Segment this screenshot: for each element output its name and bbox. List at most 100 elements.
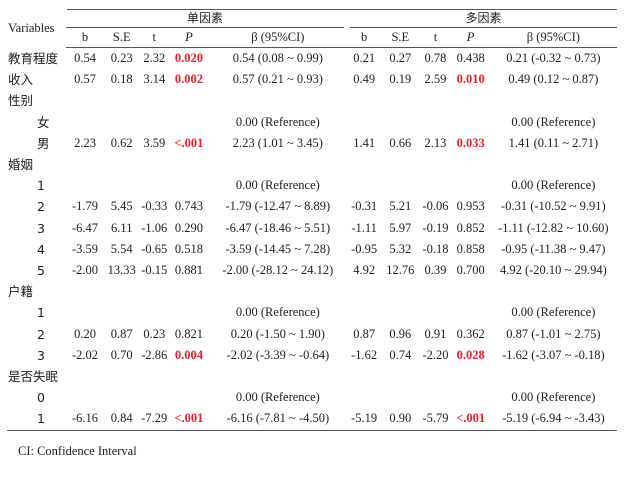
p-value: 0.700	[456, 263, 485, 278]
se-value: 0.96	[389, 326, 412, 341]
se-value: 6.11	[111, 220, 133, 235]
t-value: 2.13	[424, 135, 447, 150]
beta-ci-value: -0.95 (-11.38 ~ 9.47)	[501, 241, 606, 256]
t-value: -1.06	[141, 220, 168, 235]
se-value: 0.87	[110, 326, 133, 341]
col-header-multi-b: b	[347, 27, 382, 48]
table-row: 女 0.00 (Reference) 0.00 (Reference)	[7, 112, 617, 133]
group-row: 婚姻	[7, 154, 617, 175]
t-value: -0.06	[422, 199, 449, 214]
multivariate-group-header: 多因素	[344, 10, 617, 28]
row-label: 3	[37, 347, 45, 363]
se-value: 0.66	[389, 135, 412, 150]
table-row: 男 2.23 0.62 3.59 <.001 2.23 (1.01 ~ 3.45) 1.41…	[7, 133, 617, 154]
b-value: -2.02	[72, 347, 99, 362]
col-header-uni-p: P	[169, 27, 209, 48]
beta-ci-value: -6.16 (-7.81 ~ -4.50)	[208, 408, 348, 431]
se-value: 13.33	[107, 263, 136, 278]
se-value: 5.32	[389, 241, 412, 256]
row-label: 5	[37, 263, 45, 279]
table-row: 3 -6.47 6.11 -1.06 0.290 -6.47 (-18.46 ~ 5.51…	[7, 218, 617, 239]
b-value: 0.54	[74, 51, 96, 65]
b-value: -1.62	[351, 347, 378, 362]
se-value: 0.70	[110, 347, 133, 362]
table-row: 教育程度 0.54 0.23 2.32 0.020 0.54 (0.08 ~ 0.99) 0…	[7, 48, 617, 70]
se-value: 0.27	[389, 51, 412, 65]
beta-ci-value: -2.02 (-3.39 ~ -0.64)	[226, 347, 330, 362]
b-value: -1.11	[351, 220, 377, 235]
col-header-uni-beta-ci: β (95%CI)	[208, 27, 348, 48]
beta-ci-value: 1.41 (0.11 ~ 2.71)	[508, 135, 599, 150]
variables-header: Variables	[8, 21, 55, 36]
beta-ci-value: -2.00 (-28.12 ~ 24.12)	[222, 263, 334, 278]
beta-ci-value: 0.87 (-1.01 ~ 2.75)	[506, 326, 601, 341]
reference-cell: 0.00 (Reference)	[511, 114, 596, 129]
top-rule	[67, 9, 617, 10]
se-value: 0.19	[389, 72, 412, 87]
reference-cell: 0.00 (Reference)	[235, 178, 320, 193]
se-value: 5.45	[110, 199, 133, 214]
p-value: 0.033	[456, 135, 485, 150]
beta-ci-value: 0.57 (0.21 ~ 0.93)	[232, 72, 323, 87]
table-row: 5 -2.00 13.33 -0.15 0.881 -2.00 (-28.12 ~ 24.…	[7, 260, 617, 281]
beta-ci-value: 0.20 (-1.50 ~ 1.90)	[230, 326, 325, 341]
se-value: 5.21	[389, 199, 412, 214]
b-value: 1.41	[353, 135, 376, 150]
b-value: 0.20	[74, 326, 96, 341]
t-value: -2.20	[422, 347, 449, 362]
b-value: -5.19	[347, 408, 382, 431]
reference-cell: 0.00 (Reference)	[511, 305, 596, 320]
beta-ci-value: 0.54 (0.08 ~ 0.99)	[232, 51, 323, 65]
t-value: -0.19	[422, 220, 449, 235]
t-value: 0.39	[424, 263, 447, 278]
row-label: 3	[37, 220, 45, 236]
se-value: 0.74	[389, 347, 412, 362]
beta-ci-value: 0.49 (0.12 ~ 0.87)	[508, 72, 599, 87]
se-value: 12.76	[386, 263, 415, 278]
group-label: 户籍	[8, 284, 34, 300]
col-header-uni-b: b	[65, 27, 105, 48]
reference-cell: 0.00 (Reference)	[235, 305, 320, 320]
col-header-multi-se: S.E	[381, 27, 420, 48]
p-value: 0.953	[456, 199, 485, 214]
b-value: -6.16	[65, 408, 105, 431]
beta-ci-value: -0.31 (-10.52 ~ 9.91)	[501, 199, 606, 214]
t-value: 2.32	[143, 51, 166, 65]
se-value: 0.23	[110, 51, 133, 65]
col-header-uni-t: t	[139, 27, 170, 48]
group-label: 性别	[8, 93, 34, 109]
p-value: 0.438	[456, 51, 485, 65]
beta-ci-value: -3.59 (-14.45 ~ 7.28)	[225, 241, 331, 256]
se-value: 5.54	[110, 241, 133, 256]
p-value: 0.821	[174, 326, 203, 341]
footnote: CI: Confidence Interval	[18, 444, 137, 458]
p-value: 0.881	[174, 263, 203, 278]
p-value: <.001	[451, 408, 490, 431]
row-label: 2	[37, 326, 45, 342]
b-value: 0.87	[353, 326, 376, 341]
table-row: 4 -3.59 5.54 -0.65 0.518 -3.59 (-14.45 ~ 7.28…	[7, 239, 617, 260]
p-value: 0.518	[174, 241, 203, 256]
t-value: -0.33	[141, 199, 168, 214]
row-label: 1	[7, 408, 66, 431]
group-row: 户籍	[7, 281, 617, 302]
reference-cell: 0.00 (Reference)	[511, 178, 596, 193]
p-value: 0.858	[456, 241, 485, 256]
b-value: 0.21	[353, 51, 376, 65]
p-value: 0.743	[174, 199, 203, 214]
col-header-multi-beta-ci: β (95%CI)	[489, 27, 617, 48]
row-label: 0	[37, 390, 45, 406]
row-label: 4	[37, 241, 45, 257]
row-label: 2	[37, 199, 45, 215]
se-value: 0.84	[104, 408, 140, 431]
p-value: 0.002	[174, 72, 203, 87]
t-value: 2.59	[424, 72, 447, 87]
b-value: -3.59	[72, 241, 99, 256]
beta-ci-value: -1.11 (-12.82 ~ 10.60)	[498, 220, 609, 235]
t-value: -0.65	[141, 241, 168, 256]
row-label: 男	[37, 135, 50, 151]
table-row: 收入 0.57 0.18 3.14 0.002 0.57 (0.21 ~ 0.93) 0.4…	[7, 69, 617, 90]
t-value: 0.78	[424, 51, 447, 65]
b-value: -1.79	[72, 199, 99, 214]
